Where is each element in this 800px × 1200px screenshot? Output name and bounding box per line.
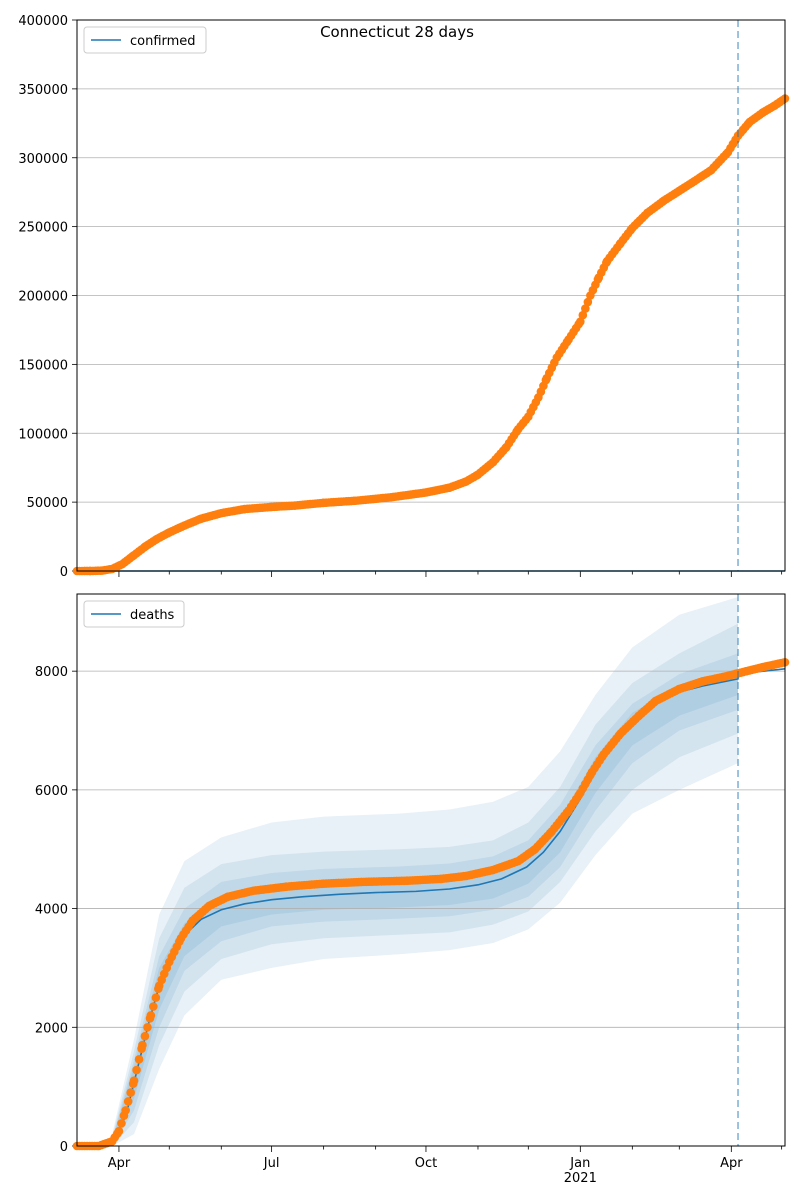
deaths-marker xyxy=(126,1088,135,1097)
confirmed-marker xyxy=(581,304,590,313)
deaths-y-tick-label: 2000 xyxy=(35,1021,68,1036)
deaths-marker xyxy=(134,1055,144,1064)
deaths-marker xyxy=(114,1126,124,1136)
deaths-uncertainty-bands xyxy=(112,596,739,1146)
deaths-x-tick-label: Apr xyxy=(720,1156,743,1171)
deaths-band-3 xyxy=(112,653,739,1146)
confirmed-legend: confirmed xyxy=(83,26,207,54)
deaths-markers xyxy=(72,657,790,1151)
confirmed-y-axis: 0 50000 100000 150000 200000 250000 300000 3500… xyxy=(18,14,77,580)
deaths-marker xyxy=(140,1031,150,1041)
deaths-marker xyxy=(121,1106,130,1115)
confirmed-y-tick-label: 200000 xyxy=(18,290,68,305)
deaths-y-tick-label: 8000 xyxy=(35,665,68,680)
deaths-y-tick-label: 4000 xyxy=(35,903,68,918)
deaths-marker xyxy=(146,1011,156,1020)
deaths-series xyxy=(72,657,790,1151)
deaths-y-tick-label: 6000 xyxy=(35,784,68,799)
deaths-legend: deaths xyxy=(83,600,185,628)
deaths-x-tick-label: 2021 xyxy=(564,1171,597,1186)
confirmed-y-tick-label: 100000 xyxy=(18,427,68,442)
confirmed-marker xyxy=(576,317,585,326)
confirmed-marker xyxy=(578,310,588,320)
deaths-marker xyxy=(151,993,161,1002)
deaths-legend-label: deaths xyxy=(130,608,175,623)
deaths-legend-box xyxy=(83,600,185,628)
deaths-marker xyxy=(117,1119,126,1128)
confirmed-plot-frame xyxy=(76,19,786,572)
deaths-band-1 xyxy=(112,596,739,1146)
confirmed-y-tick-label: 400000 xyxy=(18,14,68,29)
deaths-x-tick-label: Oct xyxy=(415,1156,437,1171)
deaths-y-tick-label: 0 xyxy=(60,1140,68,1155)
confirmed-series xyxy=(72,94,790,576)
confirmed-y-tick-label: 350000 xyxy=(18,83,68,98)
confirmed-y-tick-label: 250000 xyxy=(18,221,68,236)
deaths-marker xyxy=(132,1065,141,1075)
confirmed-gridlines xyxy=(77,88,785,503)
deaths-band-2 xyxy=(112,623,739,1146)
figure-title: Connecticut 28 days xyxy=(320,23,474,41)
confirmed-marker xyxy=(583,297,593,307)
deaths-marker xyxy=(149,1002,158,1011)
deaths-marker xyxy=(138,1040,147,1050)
confirmed-x-axis xyxy=(118,571,783,577)
confirmed-y-tick-label: 50000 xyxy=(27,496,68,511)
confirmed-y-tick-label: 150000 xyxy=(18,358,68,373)
confirmed-y-tick-label: 300000 xyxy=(18,152,68,167)
deaths-marker xyxy=(129,1076,139,1086)
confirmed-panel: 0 50000 100000 150000 200000 250000 300000 3500… xyxy=(18,14,790,580)
deaths-plot-frame xyxy=(76,593,786,1147)
deaths-y-axis: 0 2000 4000 6000 8000 xyxy=(35,665,77,1155)
deaths-x-tick-label: Apr xyxy=(108,1156,131,1171)
deaths-gridlines xyxy=(77,670,785,1028)
confirmed-legend-label: confirmed xyxy=(130,34,196,49)
deaths-marker xyxy=(143,1022,152,1032)
confirmed-y-tick-label: 0 xyxy=(60,565,68,580)
confirmed-legend-box xyxy=(83,26,207,54)
deaths-marker xyxy=(123,1097,133,1106)
deaths-x-tick-label: Jan xyxy=(569,1156,590,1171)
confirmed-markers xyxy=(72,94,790,576)
deaths-x-tick-label: Jul xyxy=(263,1156,280,1171)
